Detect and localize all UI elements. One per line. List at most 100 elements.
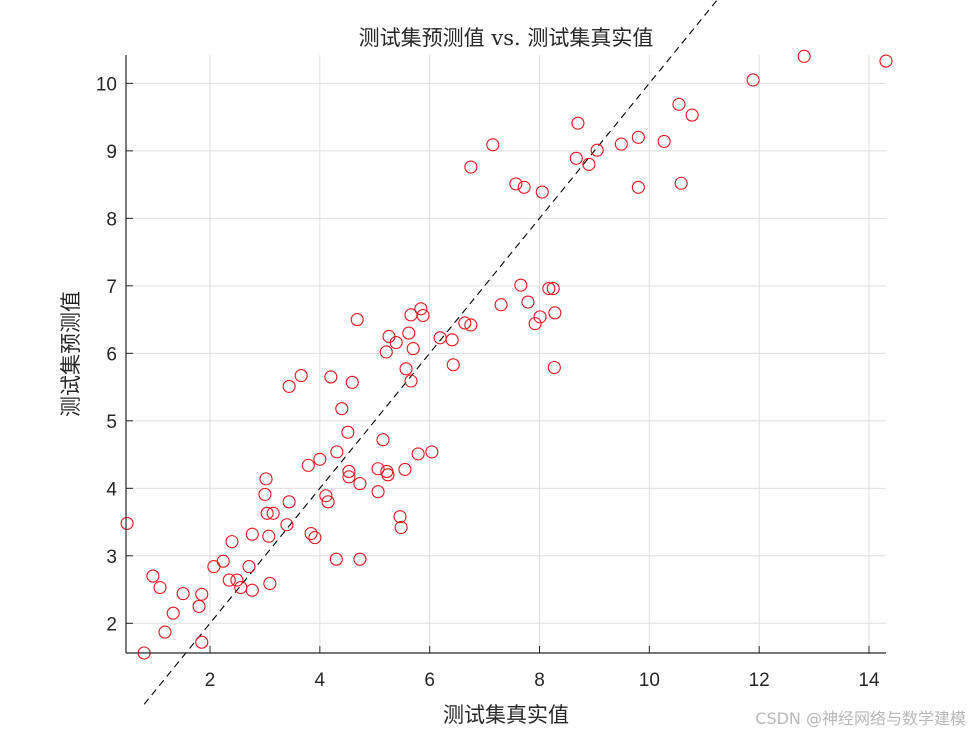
data-point bbox=[280, 518, 294, 532]
y-tick-label: 8 bbox=[106, 209, 117, 230]
data-point bbox=[546, 281, 560, 296]
data-point bbox=[494, 298, 508, 312]
watermark: CSDN @神经网络与数学建模 bbox=[755, 709, 966, 728]
x-tick-label: 2 bbox=[205, 670, 216, 691]
data-point bbox=[533, 310, 547, 324]
data-point bbox=[389, 335, 403, 350]
data-point bbox=[282, 379, 296, 393]
y-tick-label: 6 bbox=[106, 344, 117, 365]
data-point bbox=[216, 554, 230, 568]
y-tick-label: 4 bbox=[106, 479, 117, 500]
data-point bbox=[245, 583, 259, 597]
data-point bbox=[797, 49, 811, 63]
data-point bbox=[282, 495, 296, 509]
data-point bbox=[394, 520, 408, 535]
data-point bbox=[225, 535, 239, 549]
y-tick-label: 10 bbox=[96, 74, 117, 95]
data-point bbox=[631, 180, 645, 194]
data-point bbox=[335, 402, 349, 416]
data-point bbox=[195, 635, 209, 649]
data-point bbox=[304, 526, 318, 541]
data-point bbox=[464, 160, 478, 174]
data-point bbox=[329, 552, 343, 566]
data-point bbox=[458, 316, 472, 330]
reference-line-y-equals-x bbox=[143, 0, 718, 705]
data-point bbox=[371, 485, 385, 499]
data-point bbox=[176, 587, 190, 601]
data-point bbox=[569, 151, 583, 165]
data-point bbox=[330, 445, 344, 459]
data-point bbox=[446, 358, 460, 372]
data-point bbox=[674, 176, 688, 190]
x-axis-label: 测试集真实值 bbox=[443, 703, 569, 727]
data-point bbox=[376, 433, 390, 447]
x-tick-label: 10 bbox=[639, 670, 660, 691]
data-point bbox=[445, 333, 459, 347]
data-point bbox=[371, 462, 385, 476]
data-point bbox=[382, 329, 396, 344]
data-point bbox=[258, 487, 272, 501]
data-point bbox=[353, 477, 367, 491]
data-point bbox=[242, 560, 256, 574]
data-point bbox=[166, 606, 180, 620]
data-point bbox=[321, 495, 335, 509]
x-tick-label: 12 bbox=[749, 670, 770, 691]
y-tick-label: 2 bbox=[106, 614, 117, 635]
data-point bbox=[294, 369, 308, 383]
y-tick-label: 9 bbox=[106, 142, 117, 163]
data-point bbox=[672, 97, 686, 111]
data-point bbox=[120, 516, 134, 530]
data-point bbox=[746, 73, 760, 87]
data-point bbox=[313, 452, 327, 466]
data-point bbox=[614, 137, 628, 151]
data-points bbox=[120, 49, 893, 660]
grid-lines bbox=[126, 55, 886, 653]
data-point bbox=[266, 506, 280, 520]
data-point bbox=[153, 580, 167, 595]
data-point bbox=[547, 360, 561, 375]
data-point bbox=[464, 318, 478, 332]
data-point bbox=[433, 331, 447, 345]
data-point bbox=[345, 375, 359, 389]
x-tick-label: 8 bbox=[534, 670, 545, 691]
data-point bbox=[353, 552, 367, 566]
x-tick-label: 4 bbox=[315, 670, 326, 691]
data-point bbox=[571, 116, 585, 130]
y-axis-label: 测试集预测值 bbox=[59, 291, 83, 417]
x-axis-ticks: 2 4 6 8 10 12 14 bbox=[205, 646, 880, 691]
data-point bbox=[416, 308, 430, 323]
data-point bbox=[146, 569, 160, 583]
data-point bbox=[879, 54, 893, 68]
data-point bbox=[657, 134, 671, 148]
data-point bbox=[262, 529, 276, 543]
data-point bbox=[402, 326, 416, 340]
data-point bbox=[195, 587, 209, 601]
data-point bbox=[319, 489, 333, 503]
data-point bbox=[528, 317, 542, 331]
x-tick-label: 14 bbox=[858, 670, 880, 691]
data-point bbox=[398, 462, 412, 476]
data-point bbox=[509, 177, 523, 191]
data-point bbox=[342, 464, 356, 478]
data-point bbox=[582, 157, 596, 171]
data-point bbox=[486, 138, 500, 152]
dashed-reference-line bbox=[143, 0, 718, 705]
data-point bbox=[222, 573, 236, 587]
data-point bbox=[535, 185, 549, 199]
data-point bbox=[685, 108, 699, 122]
data-point bbox=[350, 313, 364, 327]
y-tick-label: 5 bbox=[106, 412, 117, 433]
y-tick-label: 7 bbox=[106, 277, 117, 298]
y-tick-label: 3 bbox=[106, 547, 117, 568]
y-axis-ticks: 2 3 4 5 6 7 8 9 10 bbox=[96, 74, 133, 635]
x-tick-label: 6 bbox=[424, 670, 435, 691]
data-point bbox=[542, 281, 556, 296]
data-point bbox=[411, 447, 425, 461]
chart-title: 测试集预测值 vs. 测试集真实值 bbox=[359, 26, 654, 50]
data-point bbox=[404, 374, 418, 388]
data-point bbox=[259, 472, 273, 486]
data-point bbox=[425, 445, 439, 459]
data-point bbox=[379, 345, 393, 359]
data-point bbox=[521, 295, 535, 309]
